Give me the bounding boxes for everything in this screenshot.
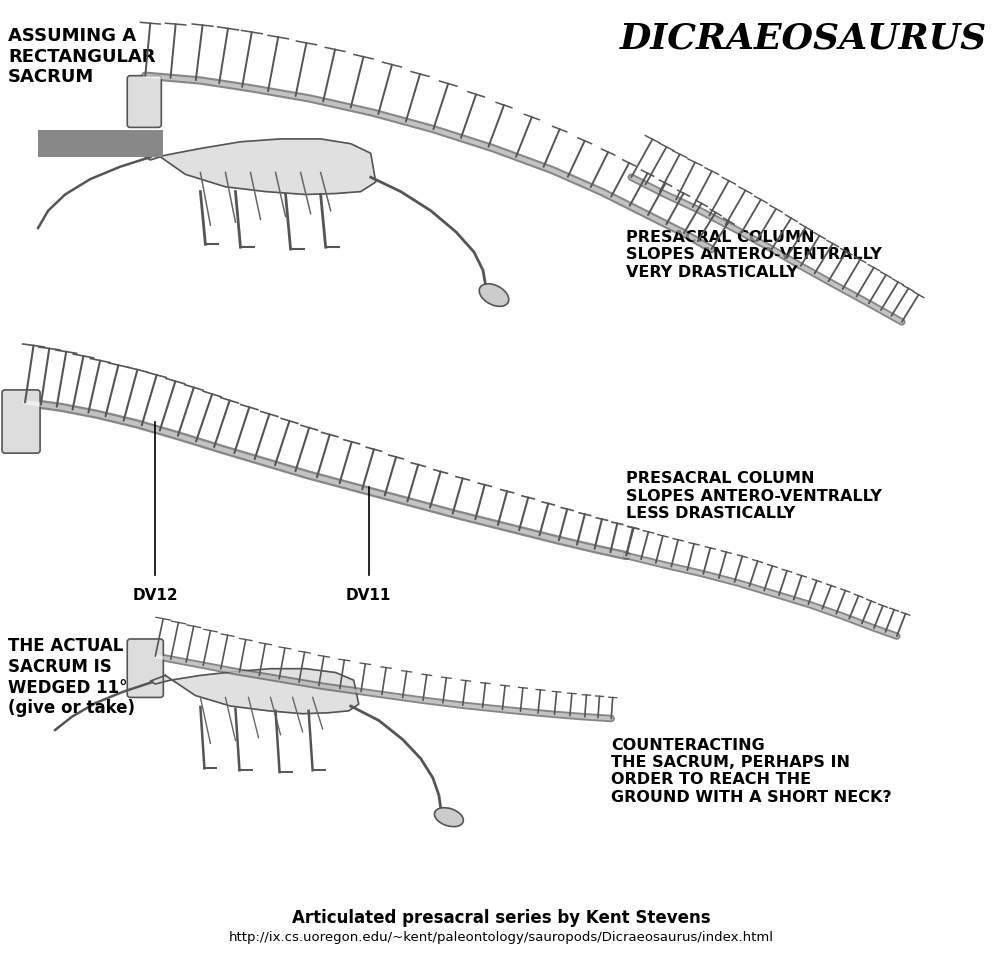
Text: COUNTERACTING
THE SACRUM, PERHAPS IN
ORDER TO REACH THE
GROUND WITH A SHORT NECK: COUNTERACTING THE SACRUM, PERHAPS IN ORD… <box>611 738 892 805</box>
Polygon shape <box>150 669 359 714</box>
Ellipse shape <box>479 284 509 307</box>
Text: PRESACRAL COLUMN
SLOPES ANTERO-VENTRALLY
LESS DRASTICALLY: PRESACRAL COLUMN SLOPES ANTERO-VENTRALLY… <box>626 471 882 521</box>
Text: THE ACTUAL
SACRUM IS
WEDGED 11°
(give or take): THE ACTUAL SACRUM IS WEDGED 11° (give or… <box>8 637 135 718</box>
Text: ASSUMING A
RECTANGULAR
SACRUM: ASSUMING A RECTANGULAR SACRUM <box>8 27 155 86</box>
Polygon shape <box>145 139 376 194</box>
Text: PRESACRAL COLUMN
SLOPES ANTERO-VENTRALLY
VERY DRASTICALLY: PRESACRAL COLUMN SLOPES ANTERO-VENTRALLY… <box>626 230 882 280</box>
FancyBboxPatch shape <box>127 639 163 697</box>
FancyBboxPatch shape <box>127 76 161 127</box>
Bar <box>38 130 163 157</box>
Text: DICRAEOSAURUS: DICRAEOSAURUS <box>619 21 987 55</box>
Text: Articulated presacral series by Kent Stevens: Articulated presacral series by Kent Ste… <box>292 909 710 927</box>
Text: http://ix.cs.uoregon.edu/~kent/paleontology/sauropods/Dicraeosaurus/index.html: http://ix.cs.uoregon.edu/~kent/paleontol… <box>228 930 774 944</box>
Ellipse shape <box>435 808 463 827</box>
Text: DV11: DV11 <box>346 588 392 604</box>
FancyBboxPatch shape <box>2 390 40 453</box>
Text: DV12: DV12 <box>132 588 178 604</box>
